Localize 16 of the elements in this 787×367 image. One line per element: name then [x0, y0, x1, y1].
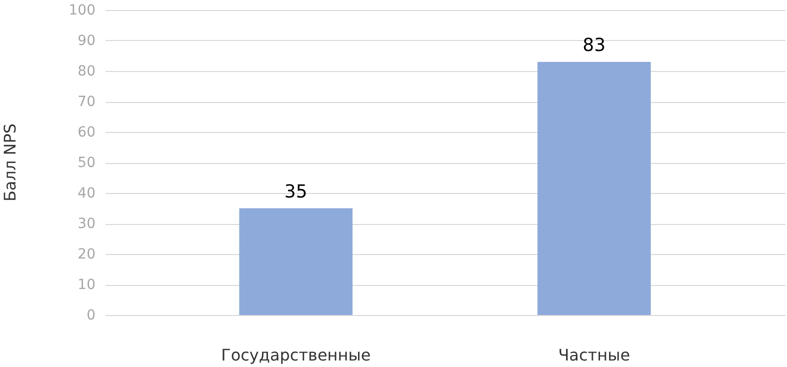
y-tick-label: 30 — [78, 216, 96, 232]
y-axis-title: Балл NPS — [0, 123, 20, 202]
y-tick-label: 80 — [78, 64, 96, 80]
y-tick-label: 90 — [78, 33, 96, 49]
y-tick-label: 60 — [78, 124, 96, 140]
y-tick-label: 40 — [78, 186, 96, 202]
y-tick-label: 70 — [78, 94, 96, 110]
y-tick-label: 10 — [78, 277, 96, 293]
y-tick-label: 100 — [68, 2, 96, 18]
x-tick-label: Частные — [558, 346, 630, 364]
data-label: 35 — [284, 181, 308, 202]
y-tick-label: 0 — [86, 308, 96, 324]
x-tick-label: Государственные — [221, 346, 371, 364]
data-label: 83 — [582, 34, 606, 56]
y-tick-label: 50 — [78, 155, 96, 171]
y-tick-label: 20 — [78, 246, 96, 262]
